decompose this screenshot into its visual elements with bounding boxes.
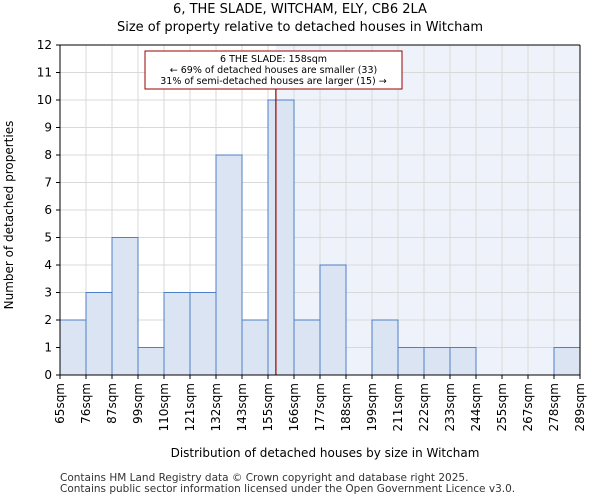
annotation-box bbox=[144, 50, 403, 90]
x-tick-label: 188sqm bbox=[339, 383, 353, 431]
y-tick-label: 0 bbox=[44, 368, 52, 382]
y-tick-label: 10 bbox=[37, 93, 52, 107]
histogram-bar bbox=[189, 292, 217, 376]
histogram-bar bbox=[241, 319, 269, 376]
x-tick-label: 222sqm bbox=[417, 383, 431, 431]
histogram-bar bbox=[319, 264, 347, 376]
x-tick-label: 166sqm bbox=[287, 383, 301, 431]
histogram-bar bbox=[267, 99, 295, 376]
histogram-bar bbox=[137, 347, 165, 376]
histogram-bar bbox=[85, 292, 113, 376]
x-tick-label: 267sqm bbox=[521, 383, 535, 431]
histogram-bar bbox=[215, 154, 243, 376]
y-tick-label: 1 bbox=[44, 341, 52, 355]
chart-title: 6, THE SLADE, WITCHAM, ELY, CB6 2LA bbox=[173, 2, 427, 17]
y-tick-label: 4 bbox=[44, 258, 52, 272]
histogram-bar bbox=[553, 347, 581, 376]
y-tick-label: 12 bbox=[37, 38, 52, 52]
x-tick-label: 76sqm bbox=[79, 383, 93, 424]
footer-line-1: Contains HM Land Registry data © Crown c… bbox=[60, 472, 469, 484]
histogram-bar bbox=[163, 292, 191, 376]
x-tick-label: 87sqm bbox=[105, 383, 119, 424]
y-tick-label: 9 bbox=[44, 121, 52, 135]
x-tick-label: 99sqm bbox=[131, 383, 145, 424]
annotation-line: 6 THE SLADE: 158sqm bbox=[220, 54, 327, 65]
histogram-bar bbox=[449, 347, 477, 376]
x-axis-label: Distribution of detached houses by size … bbox=[171, 446, 480, 460]
chart-subtitle: Size of property relative to detached ho… bbox=[116, 20, 484, 35]
x-tick-label: 289sqm bbox=[573, 383, 587, 431]
histogram-bar bbox=[293, 319, 321, 376]
x-tick-label: 255sqm bbox=[495, 383, 509, 431]
y-tick-label: 8 bbox=[44, 148, 52, 162]
x-tick-label: 121sqm bbox=[183, 383, 197, 431]
y-tick-label: 6 bbox=[44, 203, 52, 217]
y-axis-label: Number of detached properties bbox=[2, 121, 16, 310]
annotation-line: ← 69% of detached houses are smaller (33… bbox=[170, 65, 377, 76]
x-tick-label: 155sqm bbox=[261, 383, 275, 431]
histogram-bar bbox=[423, 347, 451, 376]
x-tick-label: 143sqm bbox=[235, 383, 249, 431]
y-tick-label: 3 bbox=[44, 286, 52, 300]
histogram-bar bbox=[397, 347, 425, 376]
histogram-bar bbox=[371, 319, 399, 376]
y-tick-label: 11 bbox=[37, 66, 52, 80]
x-tick-label: 211sqm bbox=[391, 383, 405, 431]
histogram-bar bbox=[59, 319, 87, 376]
x-tick-label: 110sqm bbox=[157, 383, 171, 431]
histogram-bar bbox=[111, 237, 139, 376]
x-tick-label: 244sqm bbox=[469, 383, 483, 431]
annotation-line: 31% of semi-detached houses are larger (… bbox=[160, 76, 387, 87]
y-tick-label: 7 bbox=[44, 176, 52, 190]
x-tick-label: 177sqm bbox=[313, 383, 327, 431]
x-tick-label: 233sqm bbox=[443, 383, 457, 431]
x-tick-label: 132sqm bbox=[209, 383, 223, 431]
x-tick-label: 278sqm bbox=[547, 383, 561, 431]
footer-line-2: Contains public sector information licen… bbox=[60, 483, 516, 495]
y-tick-label: 2 bbox=[44, 313, 52, 327]
x-tick-label: 65sqm bbox=[53, 383, 67, 424]
y-tick-label: 5 bbox=[44, 231, 52, 245]
x-tick-label: 199sqm bbox=[365, 383, 379, 431]
